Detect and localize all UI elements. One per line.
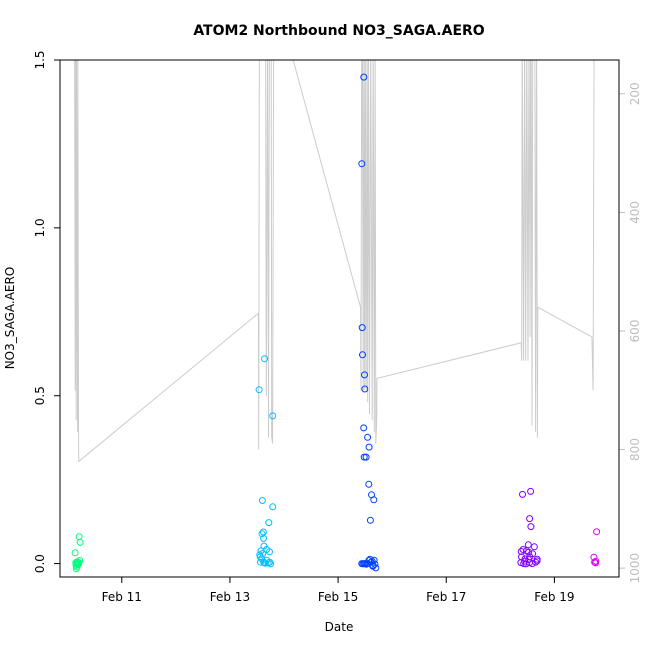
pressure-trace [74, 60, 595, 463]
data-point [76, 557, 84, 564]
data-point [359, 351, 366, 359]
data-point [591, 558, 599, 566]
data-point [71, 549, 79, 557]
data-point [530, 543, 538, 551]
data-point [527, 487, 535, 495]
data-point [269, 503, 277, 511]
data-point [260, 534, 268, 542]
y-axis-label: NO3_SAGA.AERO [3, 267, 17, 370]
data-point [527, 523, 535, 531]
data-point [361, 385, 369, 393]
y-tick-label: 0.0 [33, 554, 47, 573]
data-point [75, 533, 83, 541]
data-point [265, 519, 273, 527]
data-point [519, 546, 527, 553]
pressure-line [74, 60, 595, 463]
data-point [258, 530, 266, 538]
x-axis-label: Date [325, 620, 354, 634]
data-point [362, 453, 370, 461]
data-point [259, 550, 267, 557]
data-point [365, 443, 373, 451]
right-tick-label: 600 [628, 320, 642, 343]
x-tick-label: Feb 17 [426, 590, 466, 604]
x-tick-label: Feb 15 [318, 590, 358, 604]
right-tick-label: 200 [628, 82, 642, 105]
data-point [526, 515, 534, 523]
y-tick-label: 0.5 [33, 386, 47, 405]
data-point [361, 371, 368, 379]
data-point [269, 412, 277, 420]
y-tick-label: 1.5 [33, 50, 47, 69]
data-point [263, 556, 271, 564]
data-point [360, 73, 368, 81]
x-tick-label: Feb 19 [534, 590, 574, 604]
y-tick-label: 1.0 [33, 218, 47, 237]
data-point [592, 557, 600, 565]
data-point [533, 557, 541, 565]
data-point [532, 558, 540, 566]
data-point [76, 538, 84, 546]
right-tick-label: 1000 [628, 553, 642, 584]
data-point [261, 355, 269, 363]
data-point [255, 386, 263, 394]
data-point [365, 480, 373, 488]
data-point [517, 548, 525, 555]
data-point [266, 548, 273, 556]
data-point [358, 324, 366, 332]
data-point [72, 565, 80, 573]
data-point [259, 528, 267, 536]
right-tick-label: 400 [628, 201, 642, 224]
data-point [371, 560, 379, 568]
data-point [370, 496, 378, 504]
data-point [593, 528, 601, 536]
data-point [364, 433, 372, 441]
data-point [524, 541, 532, 549]
data-point [257, 558, 264, 566]
x-tick-label: Feb 11 [102, 590, 142, 604]
data-point [366, 555, 374, 563]
data-point [521, 557, 529, 565]
axes: Feb 11 Feb 13 Feb 15 Feb 17 Feb 19 0.0 0.5 1.0 1… [33, 50, 642, 604]
data-point [365, 557, 373, 564]
data-point [258, 497, 266, 504]
data-point [360, 453, 368, 461]
data-point [358, 160, 366, 168]
data-point [369, 562, 377, 570]
data-point [519, 490, 526, 498]
chart-title: ATOM2 Northbound NO3_SAGA.AERO [193, 23, 484, 39]
data-point [366, 516, 374, 524]
data-point [526, 553, 534, 561]
x-tick-label: Feb 13 [210, 590, 250, 604]
data-points [71, 73, 601, 573]
right-tick-label: 800 [628, 438, 642, 461]
plot-frame [59, 59, 620, 578]
data-point [75, 560, 82, 568]
data-point [525, 548, 533, 556]
data-point [360, 424, 368, 432]
